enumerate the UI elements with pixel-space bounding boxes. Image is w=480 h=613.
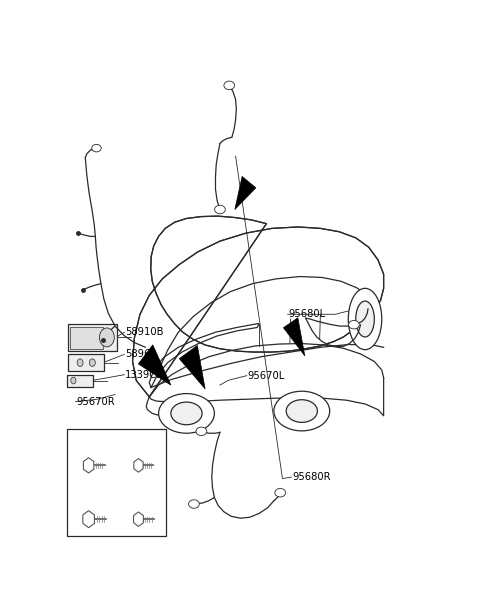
Text: 1125DA: 1125DA [72, 487, 112, 497]
Bar [68, 354, 104, 371]
Text: 58910B: 58910B [125, 327, 164, 337]
Bar [70, 327, 103, 349]
Text: 1129EE: 1129EE [122, 433, 160, 443]
Polygon shape [133, 512, 144, 527]
Ellipse shape [77, 359, 83, 367]
Bar [67, 375, 93, 387]
Text: 58960: 58960 [125, 349, 157, 359]
Text: 1339CD: 1339CD [125, 370, 165, 379]
Ellipse shape [215, 205, 225, 214]
Polygon shape [83, 511, 95, 528]
Text: 95670L: 95670L [248, 371, 285, 381]
Polygon shape [284, 318, 305, 356]
Ellipse shape [158, 394, 215, 433]
Ellipse shape [171, 402, 202, 425]
Text: 95680R: 95680R [292, 472, 331, 482]
Polygon shape [138, 345, 171, 385]
Ellipse shape [89, 359, 96, 367]
Ellipse shape [92, 144, 101, 152]
Ellipse shape [356, 301, 374, 337]
Polygon shape [180, 346, 205, 389]
Bar [68, 324, 117, 351]
Text: 1129AE: 1129AE [122, 487, 161, 497]
Ellipse shape [224, 81, 235, 89]
Ellipse shape [189, 500, 199, 508]
Text: 1123AN: 1123AN [72, 433, 111, 443]
Polygon shape [84, 458, 94, 473]
Text: 95670R: 95670R [77, 397, 115, 406]
Ellipse shape [275, 489, 286, 497]
Ellipse shape [348, 321, 359, 329]
Ellipse shape [196, 427, 207, 436]
Text: 95680L: 95680L [289, 310, 326, 319]
Ellipse shape [71, 377, 76, 384]
Ellipse shape [99, 328, 114, 347]
Polygon shape [134, 459, 143, 472]
Ellipse shape [286, 400, 317, 422]
Polygon shape [235, 177, 256, 210]
Ellipse shape [274, 391, 330, 431]
Polygon shape [132, 216, 384, 397]
Bar [67, 428, 167, 536]
Ellipse shape [348, 288, 382, 349]
